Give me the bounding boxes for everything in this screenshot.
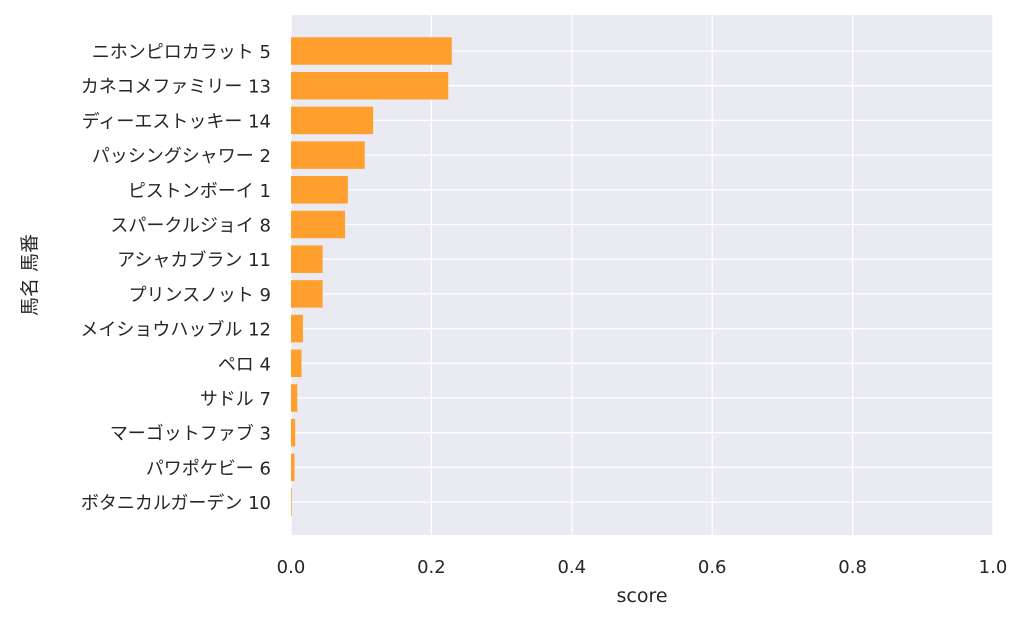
y-tick-label: パワポケビー 6 (146, 458, 271, 479)
bar (291, 349, 302, 378)
bar (291, 37, 452, 65)
y-tick-label: カネコメファミリー 13 (81, 77, 271, 98)
y-tick-label: アシャカブラン 11 (117, 249, 271, 271)
x-tick-labels: 0.0 0.2 0.4 0.6 0.8 1.0 (277, 557, 1008, 578)
bar (291, 106, 374, 135)
y-axis-label: 馬名 馬番 (19, 234, 41, 316)
bar (291, 384, 298, 412)
y-tick-label: マーゴットファブ 3 (110, 423, 271, 445)
bar (291, 314, 303, 343)
bar (291, 71, 449, 100)
bar (291, 488, 292, 516)
y-tick-label: プリンスノット 9 (129, 285, 271, 306)
bar (291, 210, 346, 239)
x-tick-label: 0.2 (417, 557, 446, 578)
y-tick-label: ボタニカルガーデン 10 (81, 493, 271, 514)
x-tick-label: 0.6 (698, 557, 727, 578)
bar (291, 280, 323, 308)
bar (291, 176, 348, 204)
y-tick-label: ニホンピロカラット 5 (92, 42, 271, 63)
y-tick-label: ペロ 4 (218, 354, 271, 375)
bar (291, 418, 296, 447)
y-tick-labels: ニホンピロカラット 5 カネコメファミリー 13 ディーエストッキー 14 パッシング… (80, 42, 271, 514)
y-tick-label: ディーエストッキー 14 (82, 111, 271, 132)
y-tick-label: パッシングシャワー 2 (92, 146, 271, 167)
x-tick-label: 1.0 (979, 557, 1008, 578)
plot-background (291, 15, 993, 535)
x-tick-label: 0.0 (277, 557, 306, 578)
x-axis-label: score (616, 585, 667, 607)
bars (291, 37, 452, 516)
bar (291, 141, 365, 169)
y-tick-label: サドル 7 (200, 389, 271, 410)
bar (291, 245, 323, 273)
bar (291, 453, 295, 482)
x-tick-label: 0.8 (838, 557, 867, 578)
y-tick-label: スパークルジョイ 8 (110, 216, 271, 237)
x-tick-label: 0.4 (557, 557, 586, 578)
y-tick-label: メイショウハッブル 12 (80, 319, 271, 341)
y-tick-label: ピストンボーイ 1 (128, 181, 271, 202)
